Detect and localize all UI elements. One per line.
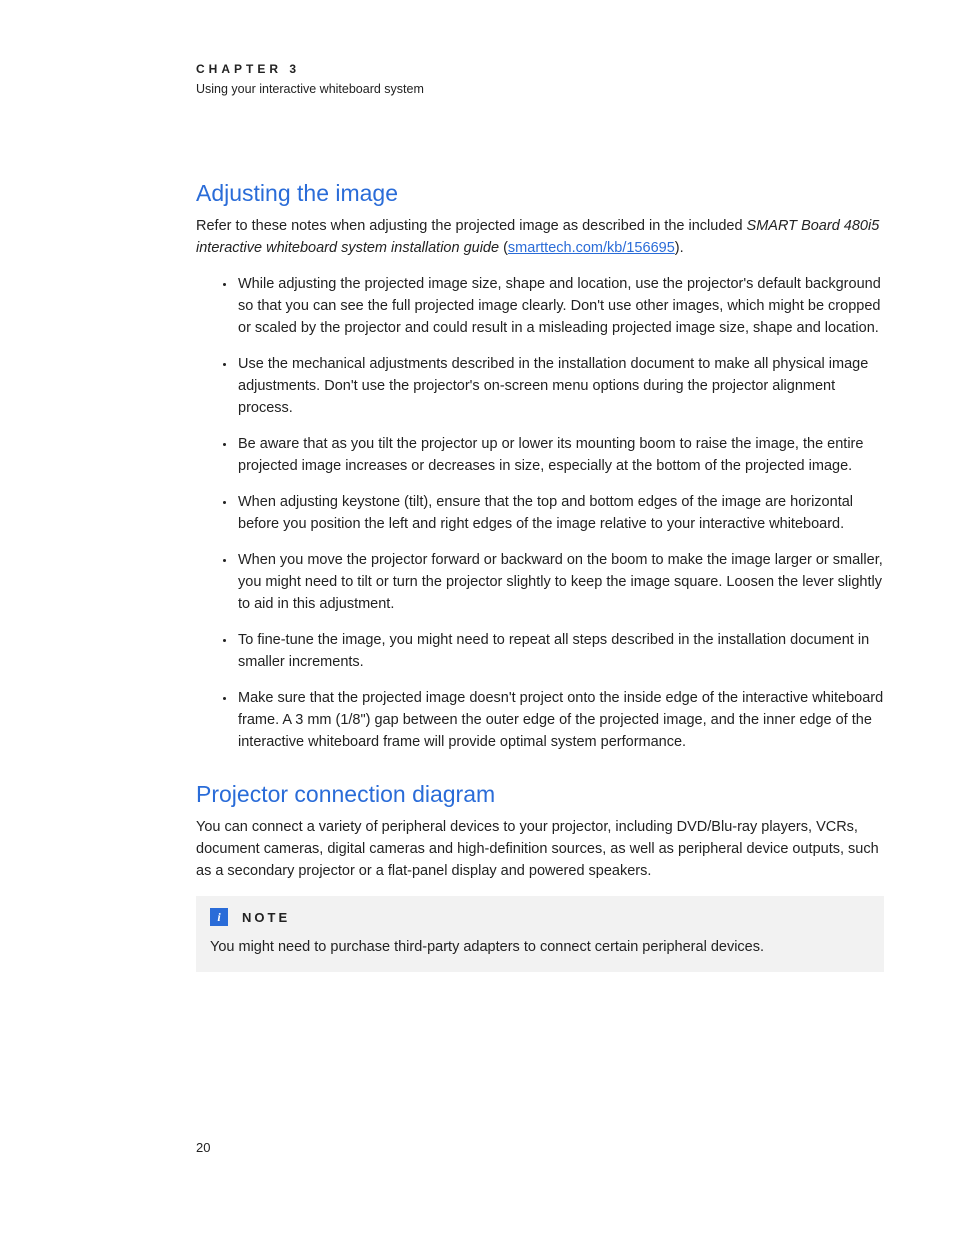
list-item: When you move the projector forward or b… [236,549,884,615]
kb-link[interactable]: smarttech.com/kb/156695 [508,240,675,256]
intro-open-paren: ( [499,240,508,256]
note-label: NOTE [242,910,290,925]
section2-intro-paragraph: You can connect a variety of peripheral … [196,816,884,882]
list-item: Make sure that the projected image doesn… [236,687,884,753]
list-item: While adjusting the projected image size… [236,273,884,339]
section1-intro-paragraph: Refer to these notes when adjusting the … [196,215,884,259]
intro-prefix-text: Refer to these notes when adjusting the … [196,218,747,234]
list-item: Use the mechanical adjustments described… [236,353,884,419]
list-item: Be aware that as you tilt the projector … [236,433,884,477]
intro-close-paren: ). [675,240,684,256]
list-item: To fine-tune the image, you might need t… [236,629,884,673]
info-icon: i [210,908,228,926]
section-heading-adjusting: Adjusting the image [196,180,884,207]
chapter-label: CHAPTER 3 [196,62,884,76]
document-page: CHAPTER 3 Using your interactive whitebo… [0,0,954,1235]
section-heading-projector-connection: Projector connection diagram [196,781,884,808]
note-callout: i NOTE You might need to purchase third-… [196,896,884,972]
list-item: When adjusting keystone (tilt), ensure t… [236,491,884,535]
page-number: 20 [196,1140,210,1155]
note-header: i NOTE [210,908,870,926]
chapter-subtitle: Using your interactive whiteboard system [196,82,884,96]
adjusting-bullet-list: While adjusting the projected image size… [196,273,884,753]
note-body-text: You might need to purchase third-party a… [210,936,870,958]
